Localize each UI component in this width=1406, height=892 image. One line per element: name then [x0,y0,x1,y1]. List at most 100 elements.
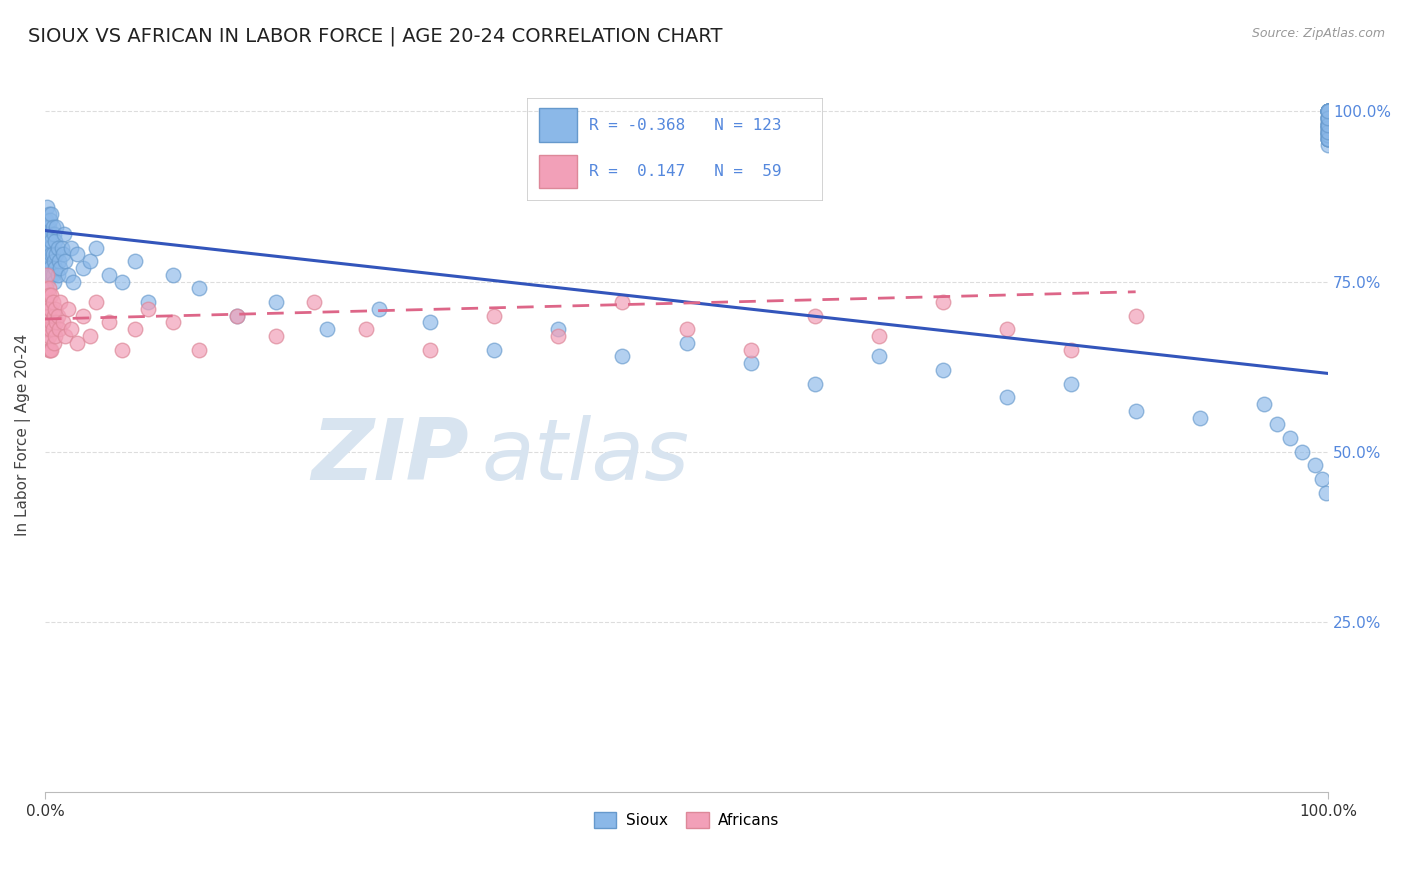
Africans [66,335,89,350]
Sioux [35,268,58,282]
Sioux [1317,131,1340,145]
Sioux [675,335,697,350]
Sioux [37,260,59,275]
Sioux [1317,104,1340,119]
Sioux [1317,131,1340,145]
Sioux [1317,104,1340,119]
Sioux [38,234,60,248]
Africans [136,301,159,316]
Sioux [612,350,634,364]
Sioux [35,213,58,227]
Sioux [53,227,76,241]
Sioux [187,281,209,295]
Sioux [37,227,59,241]
Sioux [98,268,121,282]
Africans [111,343,134,357]
Sioux [1317,128,1340,143]
Africans [59,322,82,336]
Africans [124,322,146,336]
Sioux [38,268,60,282]
Africans [39,301,62,316]
Sioux [38,220,60,235]
Sioux [41,247,63,261]
Sioux [46,241,69,255]
Text: atlas: atlas [481,415,689,498]
Sioux [482,343,505,357]
Africans [264,329,287,343]
Africans [55,329,77,343]
Sioux [39,227,62,241]
Africans [79,329,101,343]
Africans [41,322,63,336]
Sioux [79,254,101,268]
Africans [612,295,634,310]
Text: R =  0.147   N =  59: R = 0.147 N = 59 [589,164,782,179]
Sioux [1317,131,1340,145]
Sioux [45,220,67,235]
Sioux [35,254,58,268]
Sioux [1317,125,1340,139]
Sioux [52,247,75,261]
Sioux [66,247,89,261]
Africans [48,322,70,336]
Sioux [1317,114,1340,128]
Sioux [1317,125,1340,139]
Africans [932,295,955,310]
Africans [37,335,59,350]
Sioux [35,241,58,255]
Sioux [39,260,62,275]
Sioux [84,241,107,255]
Sioux [1317,104,1340,119]
Sioux [37,200,59,214]
Africans [35,295,58,310]
Sioux [56,268,79,282]
Africans [37,295,59,310]
Sioux [1317,104,1340,119]
Sioux [1253,397,1275,411]
Sioux [1317,125,1340,139]
Sioux [1317,118,1340,132]
Africans [44,329,66,343]
Sioux [1317,112,1340,126]
Sioux [1317,112,1340,126]
Sioux [37,275,59,289]
Sioux [39,241,62,255]
Sioux [39,247,62,261]
Sioux [41,268,63,282]
Text: ZIP: ZIP [311,415,468,498]
Sioux [162,268,184,282]
Text: R = -0.368   N = 123: R = -0.368 N = 123 [589,119,782,133]
Africans [42,335,65,350]
Africans [187,343,209,357]
Text: SIOUX VS AFRICAN IN LABOR FORCE | AGE 20-24 CORRELATION CHART: SIOUX VS AFRICAN IN LABOR FORCE | AGE 20… [28,27,723,46]
Sioux [44,234,66,248]
Sioux [1317,112,1340,126]
Africans [675,322,697,336]
Africans [41,295,63,310]
Sioux [44,260,66,275]
Text: Source: ZipAtlas.com: Source: ZipAtlas.com [1251,27,1385,40]
Sioux [1317,104,1340,119]
Sioux [1317,125,1340,139]
Africans [1125,309,1147,323]
Sioux [264,295,287,310]
Sioux [367,301,389,316]
Africans [49,295,72,310]
Sioux [1317,128,1340,143]
Sioux [1317,104,1340,119]
Africans [39,322,62,336]
Sioux [1317,138,1340,153]
Sioux [38,241,60,255]
Sioux [72,260,94,275]
Africans [39,315,62,329]
Africans [482,309,505,323]
Sioux [1317,121,1340,136]
Africans [35,281,58,295]
Sioux [1317,125,1340,139]
Africans [226,309,249,323]
Africans [39,343,62,357]
Africans [44,301,66,316]
Sioux [136,295,159,310]
Africans [868,329,890,343]
Sioux [1317,118,1340,132]
